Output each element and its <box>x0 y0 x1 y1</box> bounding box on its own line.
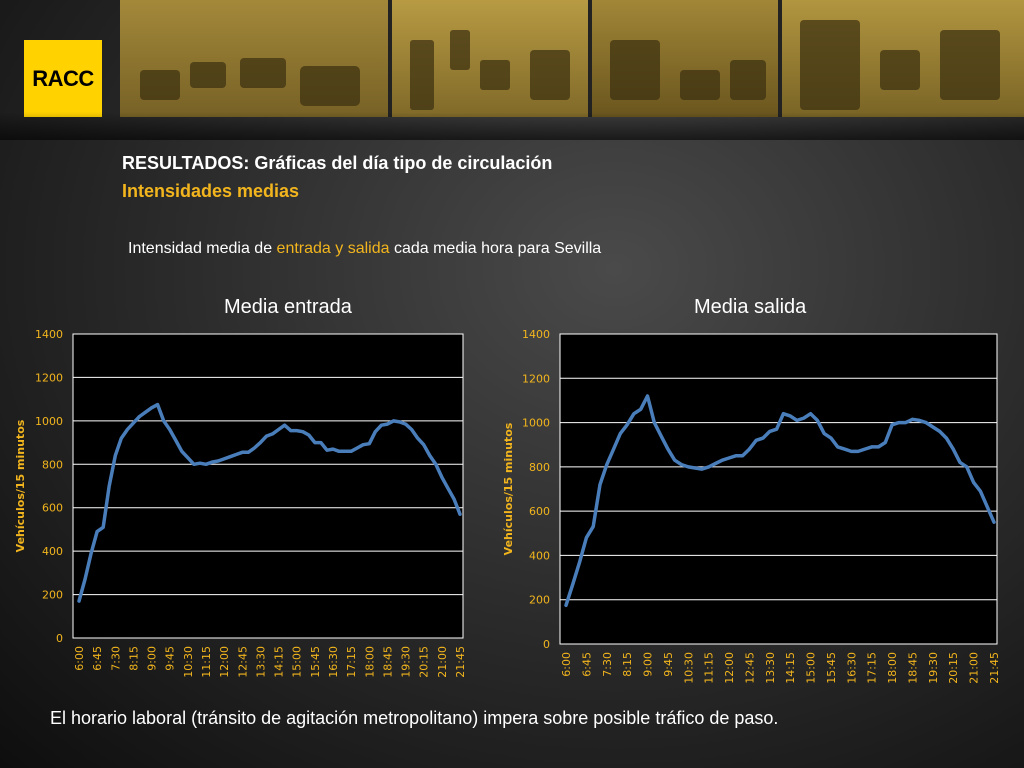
chart-title-salida: Media salida <box>694 296 807 318</box>
x-tick-label: 14:15 <box>273 646 286 678</box>
y-tick-label: 1000 <box>35 415 63 428</box>
y-tick-label: 200 <box>42 589 63 602</box>
x-tick-label: 6:45 <box>580 652 593 677</box>
x-tick-label: 21:45 <box>454 646 467 678</box>
x-tick-label: 6:00 <box>73 646 86 671</box>
x-tick-label: 15:00 <box>291 646 304 678</box>
page-subtitle: Intensidades medias <box>122 181 300 201</box>
y-tick-label: 800 <box>529 461 550 474</box>
x-tick-label: 17:15 <box>345 646 358 678</box>
x-tick-label: 15:45 <box>309 646 322 678</box>
x-tick-label: 12:45 <box>743 652 756 684</box>
x-tick-label: 8:15 <box>621 652 634 677</box>
chart-media-entrada: 0 200 400 600 800 1000 1200 1400 Vehículos/15 mi… <box>14 328 467 678</box>
chart-media-salida: 0 200 400 600 800 1000 1200 1400 Vehículos/15 mi… <box>502 328 1001 684</box>
y-tick-label: 600 <box>529 505 550 518</box>
x-tick-label: 21:45 <box>988 652 1001 684</box>
x-tick-label: 15:45 <box>825 652 838 684</box>
y-tick-label: 1200 <box>35 371 63 384</box>
y-tick-label: 200 <box>529 594 550 607</box>
x-tick-label: 16:30 <box>327 646 340 678</box>
y-tick-label: 0 <box>543 638 550 651</box>
y-tick-label: 400 <box>529 549 550 562</box>
plot-area <box>559 333 998 645</box>
x-tick-label: 20:15 <box>947 652 960 684</box>
x-tick-label: 18:00 <box>886 652 899 684</box>
x-tick-label: 12:00 <box>218 646 231 678</box>
y-tick-label: 600 <box>42 502 63 515</box>
x-tick-label: 7:30 <box>109 646 122 671</box>
x-tick-label: 16:30 <box>845 652 858 684</box>
y-axis-label: Vehículos/15 minutos <box>502 422 515 555</box>
x-tick-label: 18:00 <box>363 646 376 678</box>
x-tick-label: 10:30 <box>682 652 695 684</box>
x-tick-label: 9:45 <box>164 646 177 671</box>
x-tick-label: 18:45 <box>906 652 919 684</box>
traffic-photo-strip <box>120 0 1024 117</box>
x-tick-label: 13:30 <box>764 652 777 684</box>
page-title: RESULTADOS: Gráficas del día tipo de cir… <box>122 153 553 173</box>
x-tick-label: 21:00 <box>968 652 981 684</box>
y-tick-label: 400 <box>42 545 63 558</box>
x-tick-label: 14:15 <box>784 652 797 684</box>
series-line <box>564 394 996 608</box>
x-tick-label: 11:15 <box>703 652 716 684</box>
y-axis-label: Vehículos/15 minutos <box>14 419 27 552</box>
x-tick-label: 9:00 <box>642 652 655 677</box>
y-tick-label: 1000 <box>522 417 550 430</box>
plot-area <box>72 333 464 639</box>
x-tick-label: 21:00 <box>436 646 449 678</box>
x-tick-label: 9:00 <box>146 646 159 671</box>
chart-title-entrada: Media entrada <box>224 296 352 318</box>
x-tick-label: 20:15 <box>418 646 431 678</box>
y-tick-label: 1400 <box>522 328 550 341</box>
x-tick-label: 19:30 <box>400 646 413 678</box>
x-tick-label: 10:30 <box>182 646 195 678</box>
y-tick-label: 800 <box>42 458 63 471</box>
description-text-end: cada media hora para Sevilla <box>389 240 602 257</box>
x-tick-label: 8:15 <box>127 646 140 671</box>
x-tick-label: 9:45 <box>662 652 675 677</box>
description-text-start: Intensidad media de <box>128 240 277 257</box>
description-highlight: entrada y salida <box>276 240 390 257</box>
traffic-photo-banner <box>120 0 1024 117</box>
x-tick-label: 12:45 <box>236 646 249 678</box>
footer-note: El horario laboral (tránsito de agitació… <box>50 708 779 728</box>
x-tick-label: 6:00 <box>560 652 573 677</box>
y-tick-label: 1400 <box>35 328 63 341</box>
series-line <box>77 402 462 603</box>
x-tick-label: 17:15 <box>866 652 879 684</box>
x-tick-label: 11:15 <box>200 646 213 678</box>
x-tick-label: 13:30 <box>254 646 267 678</box>
racc-logo: RACC <box>24 40 102 117</box>
chart-description: Intensidad media de entrada y salida cad… <box>128 240 601 258</box>
x-tick-label: 18:45 <box>381 646 394 678</box>
x-tick-label: 15:00 <box>805 652 818 684</box>
y-tick-label: 1200 <box>522 372 550 385</box>
x-tick-label: 19:30 <box>927 652 940 684</box>
x-tick-label: 6:45 <box>91 646 104 671</box>
y-tick-label: 0 <box>56 632 63 645</box>
x-tick-label: 12:00 <box>723 652 736 684</box>
x-tick-label: 7:30 <box>601 652 614 677</box>
